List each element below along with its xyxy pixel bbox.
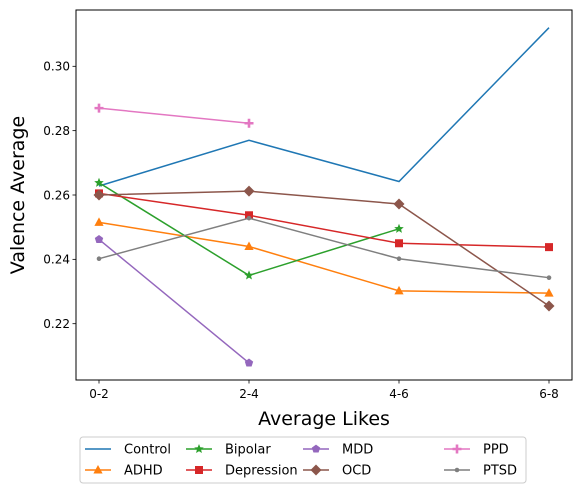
data-point-depression — [395, 239, 403, 248]
data-point-adhd — [544, 288, 554, 297]
legend-item-mdd: MDD — [303, 443, 373, 458]
y-axis-label: Valence Average — [7, 116, 29, 274]
data-point-ocd — [393, 198, 405, 210]
x-tick-label: 4-6 — [389, 387, 409, 401]
legend-label: PPD — [483, 443, 509, 458]
y-tick-label: 0.26 — [43, 188, 70, 202]
y-tick-label: 0.30 — [43, 60, 70, 74]
series-line-adhd — [98, 221, 550, 294]
data-point-ptsd — [246, 215, 252, 221]
series-ocd — [93, 185, 555, 312]
data-point-ppd — [244, 118, 254, 128]
legend-label: MDD — [342, 443, 373, 458]
data-point-depression — [545, 243, 553, 252]
data-point-bipolar — [394, 223, 404, 233]
legend-label: Control — [124, 443, 171, 458]
data-point-ocd — [93, 189, 105, 201]
data-point-ocd — [243, 185, 255, 197]
legend-item-ppd: PPD — [444, 443, 509, 458]
legend-item-adhd: ADHD — [85, 464, 163, 479]
data-point-bipolar — [94, 177, 104, 187]
legend-item-ptsd: PTSD — [444, 464, 517, 479]
series-control — [98, 27, 550, 187]
x-tick-label: 2-4 — [239, 387, 259, 401]
legend: Control ADHD Bipolar Depression MDD OCD PPD PTS… — [79, 436, 527, 484]
legend-marker-ocd — [310, 464, 322, 476]
data-point-ocd — [543, 300, 555, 312]
series-bipolar — [94, 177, 404, 280]
data-point-adhd — [94, 217, 104, 226]
data-point-ptsd — [396, 256, 402, 262]
x-tick-label: 0-2 — [89, 387, 109, 401]
legend-label: OCD — [342, 464, 371, 479]
data-point-adhd — [394, 285, 404, 295]
x-axis-label: Average Likes — [258, 408, 390, 430]
y-tick-label: 0.22 — [43, 317, 70, 331]
series-adhd — [94, 217, 554, 297]
plot-frame — [75, 9, 573, 381]
legend-label: Bipolar — [225, 443, 271, 458]
legend-item-control: Control — [85, 443, 171, 458]
data-point-bipolar — [244, 270, 254, 280]
legend-marker-mdd — [311, 444, 321, 453]
series-line-depression — [98, 192, 550, 248]
series-line-ppd — [98, 107, 250, 124]
x-tick-label: 6-8 — [539, 387, 559, 401]
series-line-ocd — [98, 190, 550, 307]
y-tick-label: 0.24 — [43, 253, 70, 267]
legend-label: Depression — [225, 464, 298, 479]
legend-marker-ppd — [452, 444, 462, 454]
series-ppd — [94, 103, 254, 128]
series-ptsd — [96, 215, 552, 280]
data-point-ptsd — [96, 256, 102, 262]
data-point-mdd — [244, 358, 254, 367]
y-tick-label: 0.28 — [43, 124, 70, 138]
legend-item-depression: Depression — [186, 464, 298, 479]
legend-marker-adhd — [93, 465, 103, 474]
series-line-ptsd — [98, 217, 550, 279]
series-mdd — [94, 235, 254, 367]
legend-marker-depression — [195, 466, 203, 474]
legend-item-bipolar: Bipolar — [186, 443, 271, 458]
data-point-mdd — [94, 235, 104, 243]
legend-marker-ptsd — [454, 467, 460, 473]
data-point-adhd — [244, 241, 254, 250]
data-point-ppd — [94, 103, 104, 113]
data-point-depression — [245, 211, 253, 220]
series-line-mdd — [98, 238, 250, 364]
legend-label: ADHD — [124, 464, 163, 479]
legend-item-ocd: OCD — [303, 464, 371, 479]
legend-marker-bipolar — [194, 444, 204, 454]
series-line-control — [98, 27, 550, 187]
legend-label: PTSD — [483, 464, 517, 479]
data-point-ptsd — [546, 275, 552, 280]
